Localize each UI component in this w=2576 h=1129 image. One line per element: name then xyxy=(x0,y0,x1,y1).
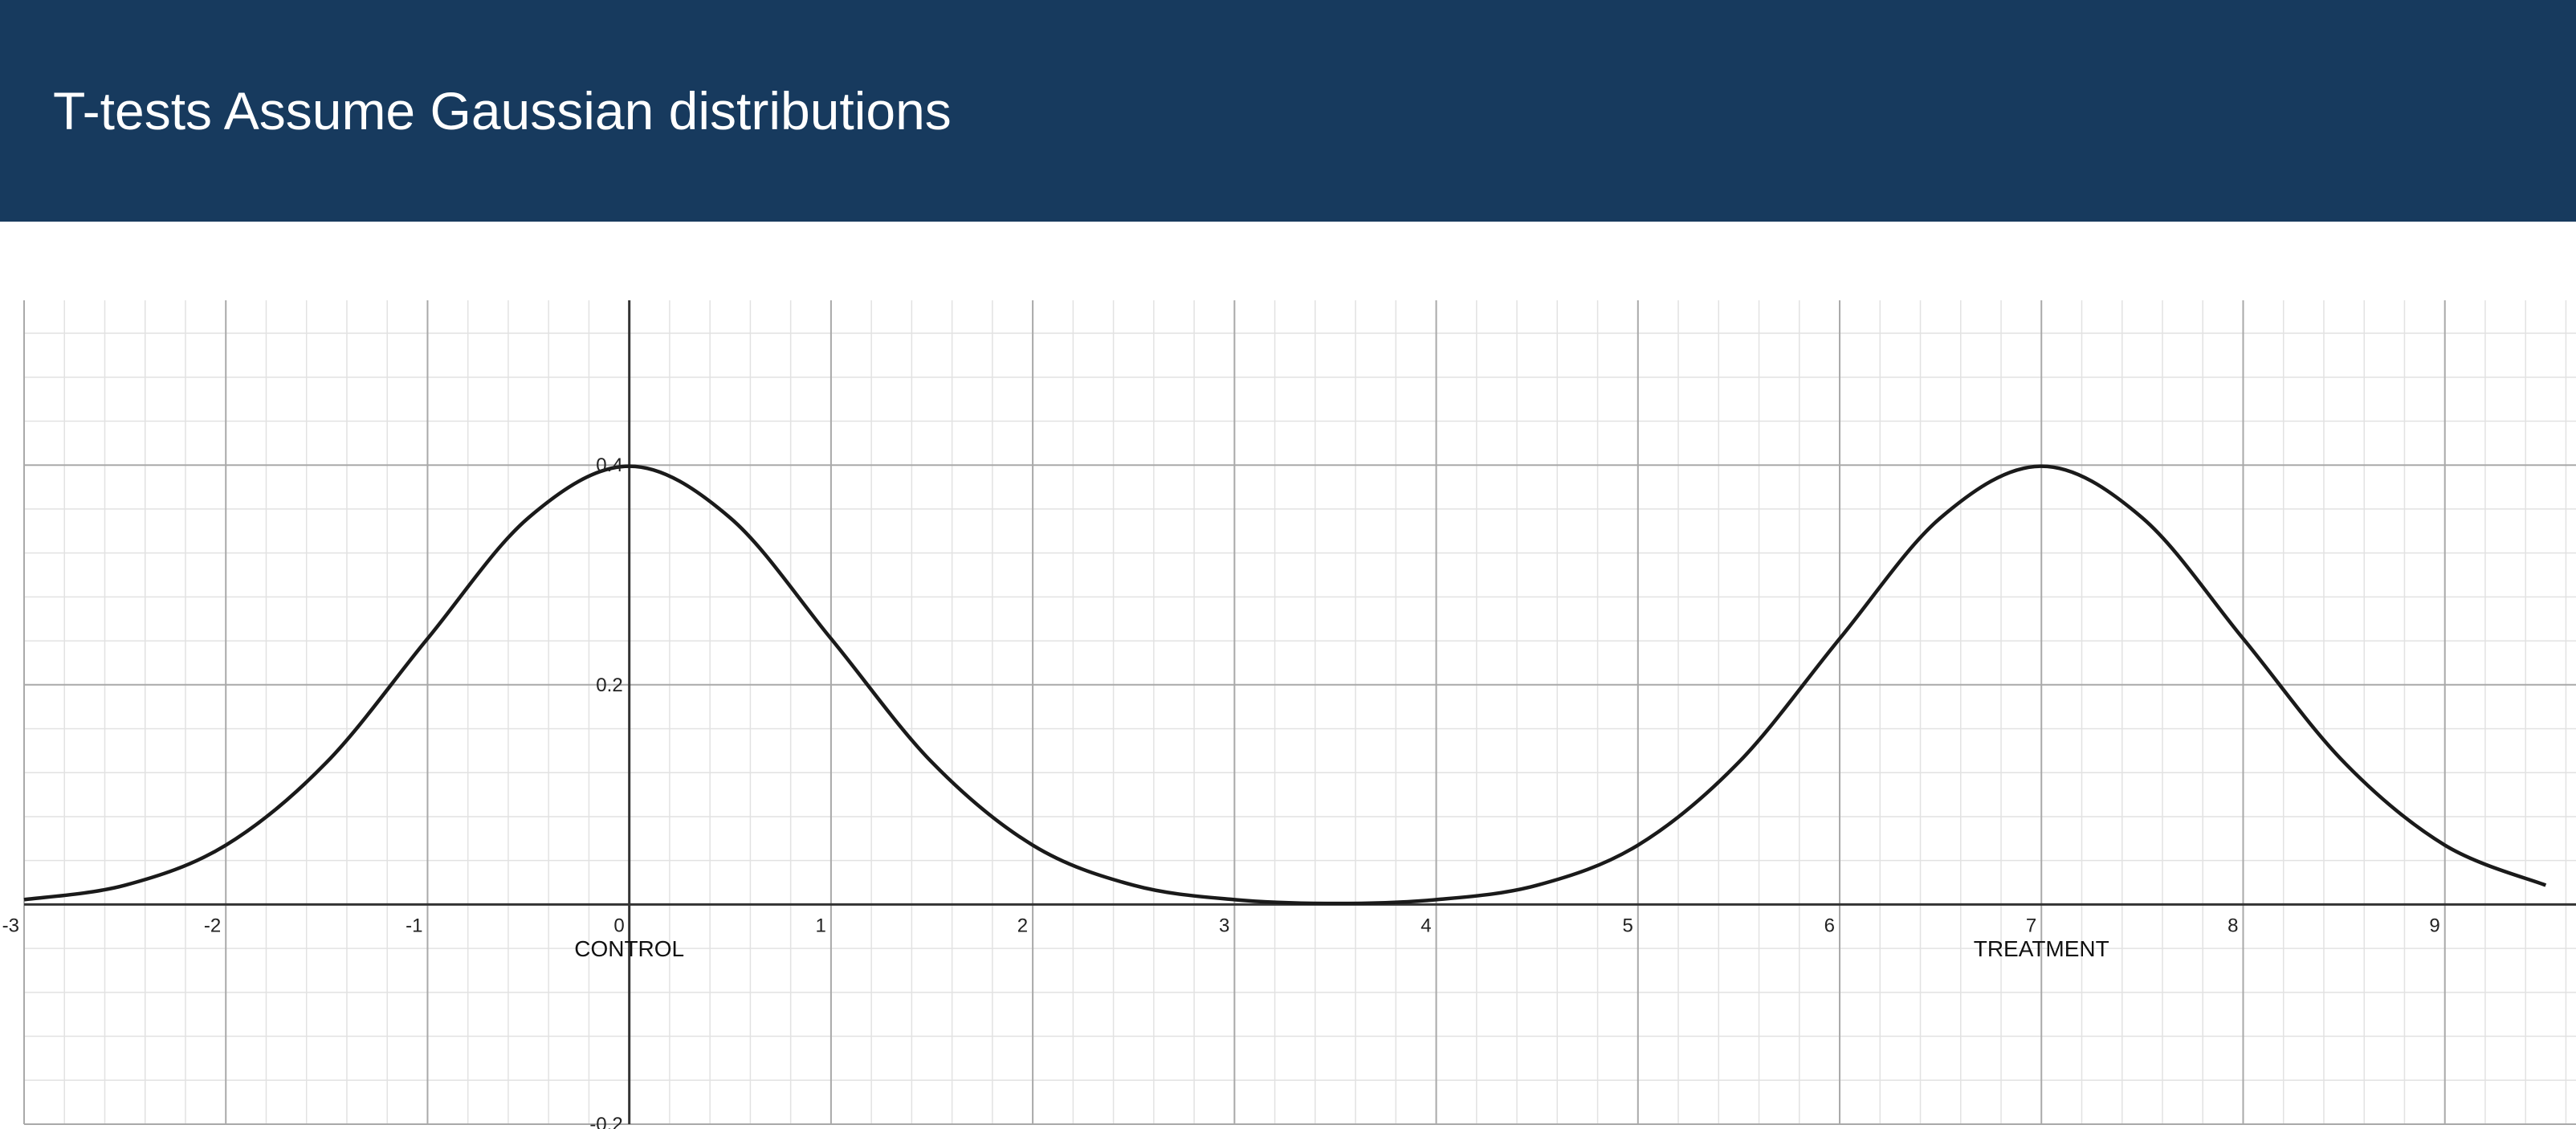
y-tick-label: 0.4 xyxy=(596,454,622,476)
grid-major xyxy=(23,300,2576,1125)
x-tick-label: 0 xyxy=(613,915,624,936)
grid-minor xyxy=(23,300,2576,1125)
series-layer xyxy=(23,464,2547,906)
x-tick-label: -2 xyxy=(204,915,221,936)
axes xyxy=(24,300,2576,1124)
x-tick-label: -3 xyxy=(2,915,19,936)
y-tick-label: -0.2 xyxy=(589,1114,622,1129)
x-tick-label: 7 xyxy=(2026,915,2036,936)
x-tick-label: 3 xyxy=(1219,915,1229,936)
x-tick-label: 4 xyxy=(1420,915,1431,936)
series-line-0 xyxy=(23,464,2547,906)
annotation-control: CONTROL xyxy=(574,936,684,961)
x-tick-label: 2 xyxy=(1017,915,1028,936)
x-tick-label: -1 xyxy=(406,915,422,936)
gaussian-chart: -3 -2 -1 0 1 2 3 4 5 6 7 8 9 -0.2 0.2 0.4 CONTROL TREATM… xyxy=(2,300,2576,1129)
slide-title: T-tests Assume Gaussian distributions xyxy=(53,81,952,141)
chart-area: -3 -2 -1 0 1 2 3 4 5 6 7 8 9 -0.2 0.2 0.4 CONTROL TREATM… xyxy=(0,289,2576,1129)
x-tick-label: 9 xyxy=(2429,915,2439,936)
tick-labels: -3 -2 -1 0 1 2 3 4 5 6 7 8 9 -0.2 0.2 0.4 xyxy=(2,454,2440,1129)
x-tick-label: 8 xyxy=(2228,915,2238,936)
x-tick-label: 1 xyxy=(816,915,826,936)
x-tick-label: 5 xyxy=(1622,915,1632,936)
y-tick-label: 0.2 xyxy=(596,675,622,696)
x-tick-label: 6 xyxy=(1824,915,1835,936)
annotation-treatment: TREATMENT xyxy=(1974,936,2109,961)
slide-header: T-tests Assume Gaussian distributions xyxy=(0,0,2576,222)
annotations: CONTROL TREATMENT xyxy=(574,936,2109,961)
